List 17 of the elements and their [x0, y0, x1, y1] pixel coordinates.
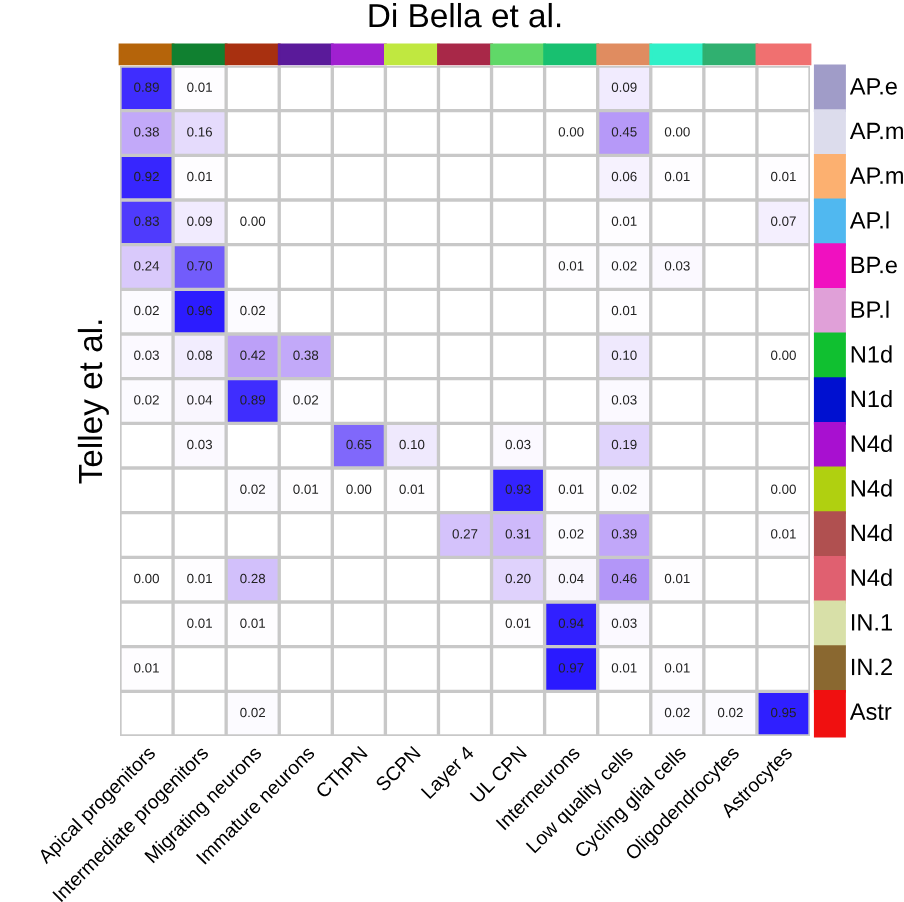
y-tick-label: N1d	[851, 389, 892, 408]
y-tick-label: N4d	[851, 479, 892, 497]
y-tick-label: IN.1	[851, 614, 892, 631]
y-tick-label: Astr	[849, 703, 892, 720]
y-tick-label: BP.l	[851, 300, 889, 318]
y-axis-title: Telley et al.	[77, 320, 109, 484]
y-tick-label: AP.m	[849, 167, 903, 184]
y-tick-label: N4d	[851, 434, 892, 452]
y-tick-label: AP.e	[849, 78, 897, 95]
chart-title: Di Bella et al.	[369, 2, 561, 28]
y-tick-label: N4d	[851, 523, 892, 542]
y-tick-label: AP.m	[849, 122, 903, 140]
y-tick-label: N4d	[851, 568, 892, 586]
y-tick-label: AP.l	[849, 211, 889, 229]
y-tick-label: BP.e	[851, 256, 897, 274]
y-tick-label: N1d	[851, 345, 892, 363]
y-tick-label: IN.2	[851, 658, 892, 676]
